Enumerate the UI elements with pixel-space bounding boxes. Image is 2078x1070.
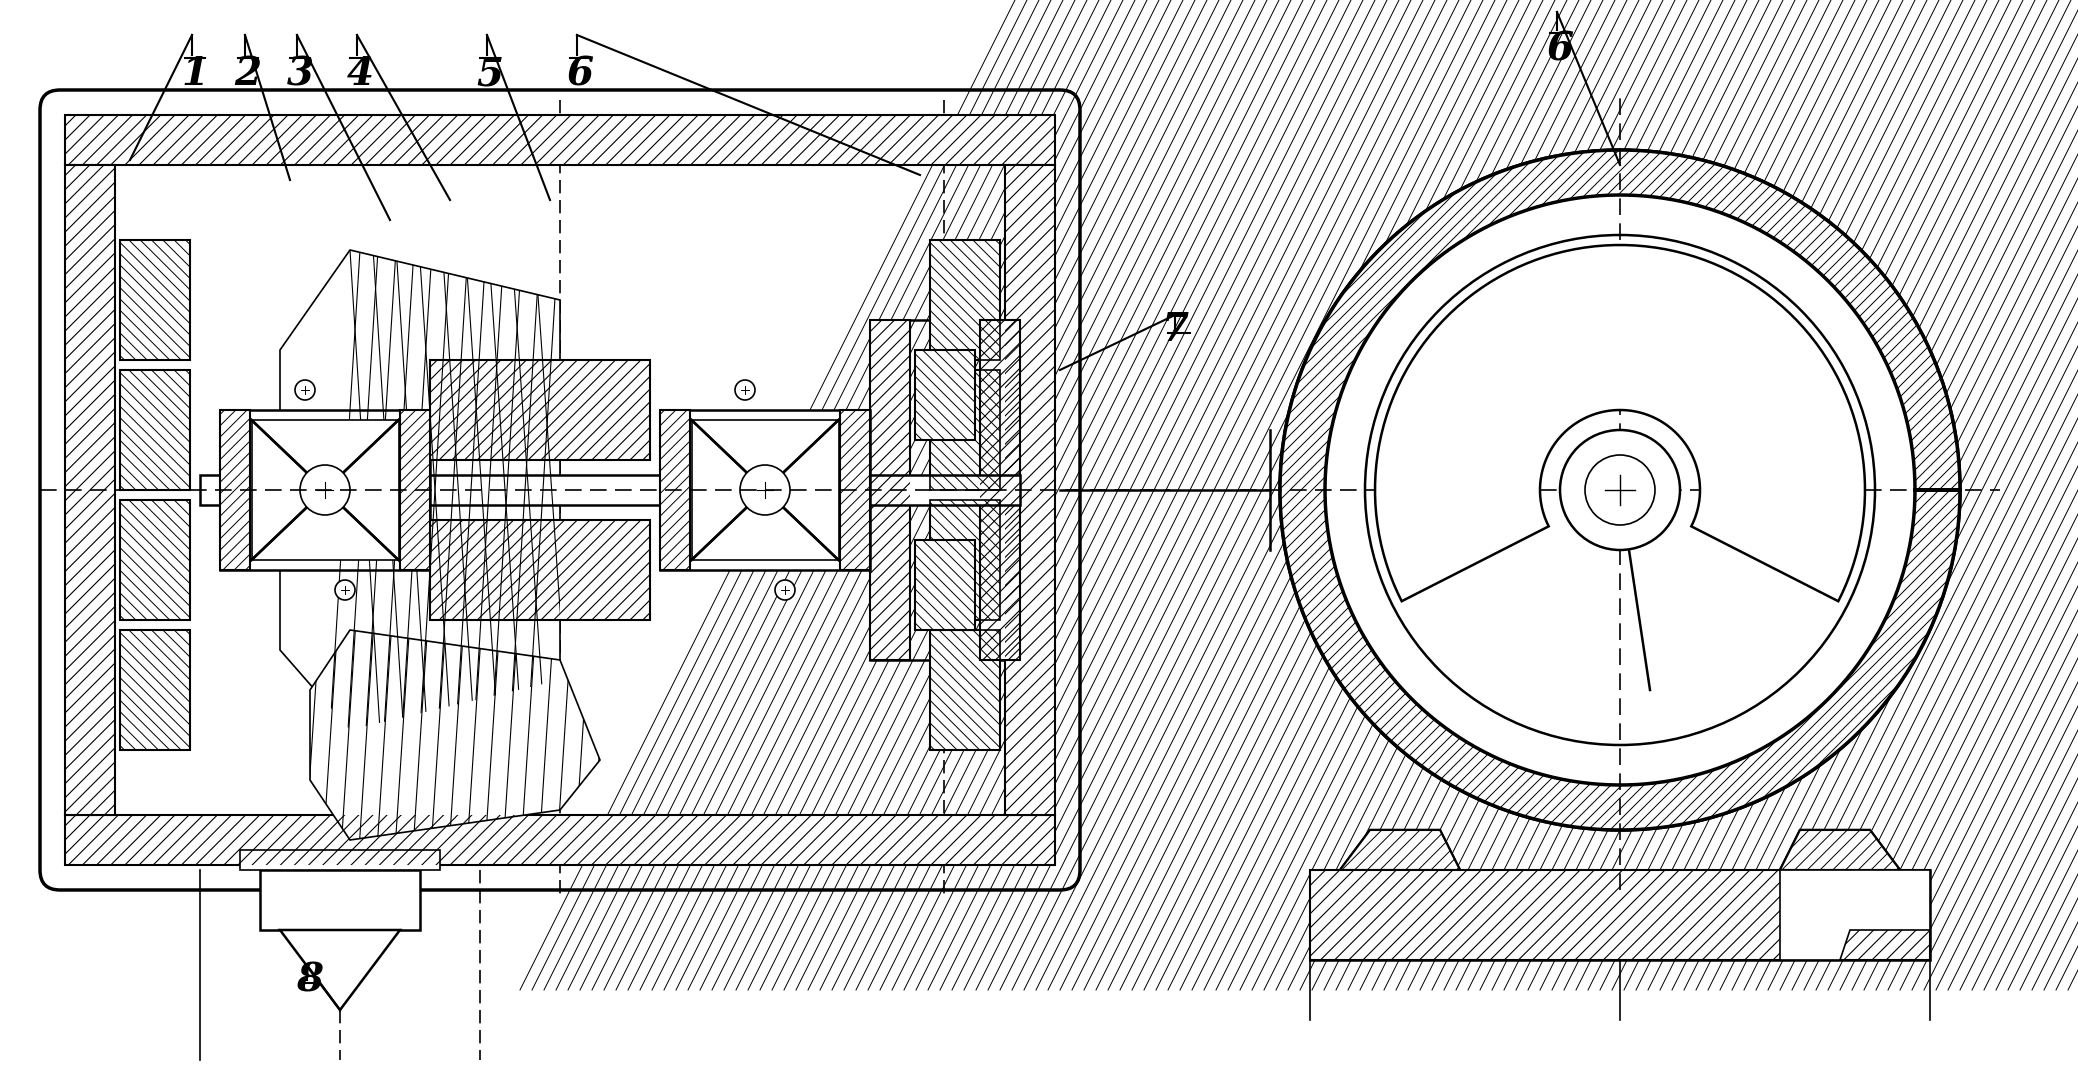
Polygon shape	[1309, 870, 1930, 960]
Polygon shape	[430, 360, 650, 460]
Text: 4: 4	[347, 55, 374, 93]
Polygon shape	[64, 165, 114, 815]
Polygon shape	[1309, 870, 1930, 960]
Polygon shape	[931, 240, 1000, 360]
Bar	[914, 350, 975, 440]
Polygon shape	[1340, 830, 1461, 870]
Polygon shape	[661, 410, 690, 570]
Polygon shape	[121, 630, 189, 750]
Text: 6: 6	[1546, 30, 1573, 68]
Polygon shape	[281, 930, 399, 1010]
Bar	[692, 421, 840, 560]
Polygon shape	[1781, 870, 1930, 960]
Polygon shape	[1376, 245, 1864, 601]
Polygon shape	[981, 320, 1020, 660]
Polygon shape	[121, 370, 189, 490]
Text: 3: 3	[287, 55, 314, 93]
Circle shape	[299, 465, 349, 515]
Text: 7: 7	[1162, 311, 1189, 349]
Polygon shape	[1280, 150, 1960, 830]
Polygon shape	[220, 410, 249, 570]
Bar	[661, 410, 871, 570]
Polygon shape	[840, 410, 871, 570]
Polygon shape	[931, 630, 1000, 750]
Circle shape	[335, 580, 355, 600]
Polygon shape	[931, 500, 1000, 620]
Text: 5: 5	[476, 55, 503, 93]
Bar	[121, 500, 189, 620]
Text: 6: 6	[567, 55, 594, 93]
Bar	[871, 320, 1020, 660]
Bar	[121, 370, 189, 490]
Text: 2: 2	[235, 55, 262, 93]
Circle shape	[295, 380, 316, 400]
Circle shape	[1586, 455, 1654, 525]
Circle shape	[1561, 430, 1679, 550]
Bar	[931, 370, 1000, 490]
FancyBboxPatch shape	[39, 90, 1081, 890]
Polygon shape	[1340, 830, 1461, 870]
Circle shape	[740, 465, 790, 515]
Polygon shape	[871, 320, 910, 660]
Polygon shape	[1781, 830, 1899, 870]
Bar	[121, 240, 189, 360]
Polygon shape	[1781, 830, 1899, 870]
Circle shape	[736, 380, 754, 400]
Circle shape	[1326, 195, 1916, 785]
Bar	[914, 540, 975, 630]
Bar	[931, 240, 1000, 360]
Polygon shape	[1006, 165, 1056, 815]
Polygon shape	[121, 240, 189, 360]
Text: 8: 8	[297, 961, 324, 999]
Bar	[931, 500, 1000, 620]
Polygon shape	[914, 540, 975, 630]
FancyBboxPatch shape	[110, 160, 1010, 820]
Bar	[220, 410, 430, 570]
Polygon shape	[64, 114, 1056, 165]
Circle shape	[1365, 235, 1874, 745]
Circle shape	[1280, 150, 1960, 830]
Polygon shape	[281, 250, 559, 730]
Polygon shape	[121, 500, 189, 620]
Bar	[251, 421, 399, 560]
Text: 1: 1	[181, 55, 208, 93]
Bar	[239, 850, 441, 870]
Bar	[931, 630, 1000, 750]
Polygon shape	[931, 370, 1000, 490]
Circle shape	[775, 580, 796, 600]
Polygon shape	[399, 410, 430, 570]
Bar	[121, 630, 189, 750]
Polygon shape	[310, 630, 601, 840]
Polygon shape	[914, 350, 975, 440]
Bar	[199, 475, 1020, 505]
Polygon shape	[64, 815, 1056, 865]
Bar	[260, 870, 420, 930]
Polygon shape	[430, 520, 650, 620]
